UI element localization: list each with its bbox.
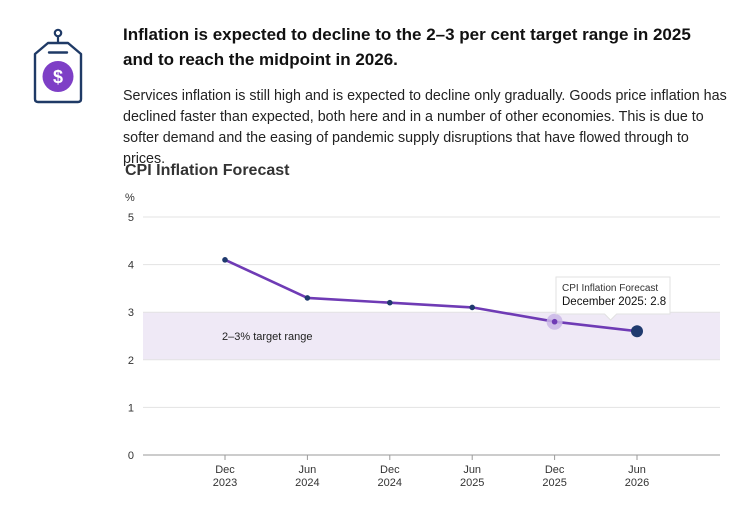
price-tag-dollar-icon: $: [33, 28, 83, 104]
tooltip-value: December 2025: 2.8: [562, 296, 666, 308]
data-point[interactable]: [551, 318, 558, 325]
data-point[interactable]: [222, 257, 228, 263]
x-tick-label: Jun: [299, 464, 317, 476]
y-tick-label: 0: [128, 450, 134, 462]
x-tick-label-year: 2025: [460, 477, 484, 489]
x-tick-label: Dec: [380, 464, 400, 476]
dollar-glyph: $: [53, 67, 63, 87]
headline: Inflation is expected to decline to the …: [123, 25, 691, 69]
x-tick-label-year: 2024: [295, 477, 319, 489]
x-tick-label: Dec: [545, 464, 565, 476]
x-tick-label-year: 2025: [542, 477, 566, 489]
y-tick-label: 3: [128, 307, 134, 319]
x-tick-label-year: 2024: [378, 477, 402, 489]
data-point[interactable]: [469, 304, 476, 311]
tooltip-title: CPI Inflation Forecast: [562, 283, 658, 294]
data-point[interactable]: [387, 299, 393, 306]
x-tick-label: Jun: [628, 464, 646, 476]
x-tick-label-year: 2023: [213, 477, 237, 489]
y-axis-unit-label: %: [125, 192, 135, 204]
x-tick-label-year: 2026: [625, 477, 649, 489]
chart-title: CPI Inflation Forecast: [125, 162, 290, 179]
data-point[interactable]: [631, 325, 643, 338]
data-point[interactable]: [304, 295, 311, 301]
x-tick-label: Jun: [463, 464, 481, 476]
y-tick-label: 1: [128, 402, 134, 414]
x-tick-label: Dec: [215, 464, 235, 476]
dollar-coin: [42, 61, 74, 92]
y-tick-label: 2: [128, 355, 134, 367]
y-tick-label: 4: [128, 260, 134, 272]
body-paragraph: Services inflation is still high and is …: [123, 88, 727, 167]
y-tick-label: 5: [128, 212, 134, 224]
cpi-forecast-line: [224, 258, 638, 333]
target-range-label: 2–3% target range: [222, 331, 313, 343]
tooltip-box: [555, 276, 671, 321]
tag-hole: [53, 28, 63, 38]
target-range-band: [143, 312, 720, 360]
